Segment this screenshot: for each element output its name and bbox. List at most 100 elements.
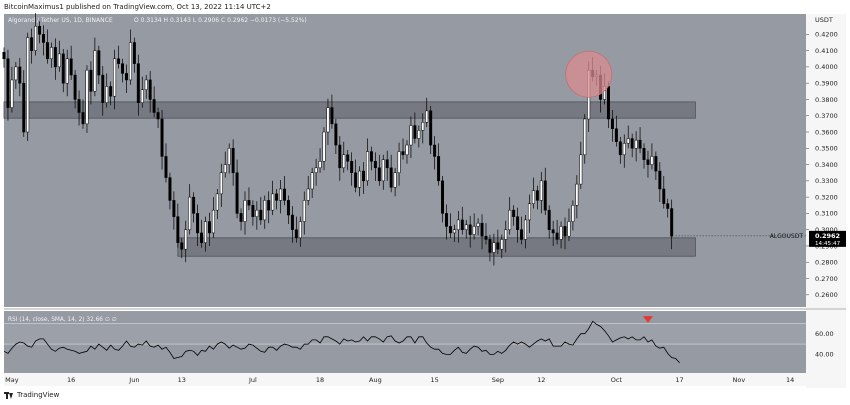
candle (42, 25, 45, 56)
candle-body (152, 99, 156, 113)
candle (136, 54, 140, 116)
candle (350, 152, 354, 186)
candle-body (310, 172, 314, 190)
footer: TradingView (4, 391, 59, 399)
candle (200, 219, 204, 248)
candle-body (227, 148, 231, 165)
candle-body (211, 209, 215, 234)
candle-body (508, 209, 512, 230)
candle (559, 221, 563, 249)
candle-body (298, 221, 302, 239)
candle-body (480, 222, 484, 237)
candle (30, 28, 34, 64)
publish-header: BitcoinMaximus1 published on TradingView… (4, 3, 271, 11)
candle (547, 205, 551, 239)
candle (539, 171, 543, 214)
candle (286, 195, 290, 224)
price-tick-label: 0.3200 (815, 193, 838, 201)
candle-body (271, 193, 275, 211)
candle (231, 139, 235, 186)
candle (215, 188, 219, 220)
time-tick-label: 18 (316, 376, 324, 384)
candle (381, 154, 385, 190)
candle (409, 116, 413, 159)
candle-body (61, 53, 65, 84)
candle-body (22, 82, 26, 133)
candle (448, 213, 452, 238)
candle (658, 162, 662, 203)
candle-body (97, 50, 101, 76)
candle (160, 110, 164, 170)
candle (239, 208, 243, 231)
candle-body (49, 47, 53, 60)
candle (148, 70, 152, 113)
chart-title: Algorand / Tether US, 1D, BINANCE (8, 17, 113, 24)
price-tick-label: 0.3700 (815, 112, 838, 120)
candle (34, 13, 38, 56)
candle-body (373, 161, 377, 169)
candle (512, 205, 516, 226)
candle (610, 110, 614, 142)
candle (496, 229, 500, 255)
candle-body (618, 141, 622, 156)
candle (164, 143, 168, 183)
candle-body (160, 118, 164, 157)
candle (389, 154, 393, 193)
candle (433, 136, 437, 170)
candle-body (575, 183, 579, 206)
candle (456, 210, 460, 243)
candle-body (42, 34, 45, 43)
candle-body (634, 139, 638, 149)
candle-body (492, 242, 496, 253)
candle (369, 146, 373, 171)
candle (290, 206, 294, 243)
candle (401, 138, 405, 160)
candle-body (283, 188, 286, 201)
candle-body (156, 112, 160, 120)
candle-body (484, 235, 488, 240)
candle (18, 57, 22, 97)
candle-body (53, 47, 57, 68)
candle (128, 29, 132, 85)
candle-body (504, 229, 508, 240)
candle-body (346, 154, 350, 162)
time-tick-label: 17 (675, 376, 683, 384)
candle-body (638, 139, 642, 149)
candle (670, 199, 674, 250)
candle-body (358, 170, 362, 188)
candle (488, 234, 492, 262)
candle (445, 204, 448, 240)
candle (77, 90, 81, 126)
candle-body (124, 73, 128, 81)
candle (630, 133, 634, 158)
candle-body (563, 226, 567, 237)
rsi-line (3, 320, 680, 363)
candle (168, 172, 172, 210)
candle-body (472, 226, 476, 235)
candle-body (354, 172, 358, 188)
candle-body (606, 86, 610, 120)
candle (310, 167, 314, 198)
candle-body (626, 138, 630, 144)
candle (405, 140, 409, 164)
candle-body (610, 118, 614, 130)
candle (326, 98, 330, 146)
candle (385, 150, 389, 181)
candle-body (409, 125, 413, 146)
time-tick-label: 15 (430, 376, 438, 384)
candle-body (286, 200, 290, 216)
candle-body (531, 190, 535, 204)
resistance-zone (3, 101, 696, 119)
candle (113, 49, 117, 110)
candle-body (140, 89, 144, 103)
price-tick-label: 0.4000 (815, 63, 838, 71)
candle (26, 32, 30, 141)
candle-body (235, 172, 239, 214)
candle-body (460, 219, 464, 230)
candle-body (239, 213, 243, 222)
candle-body (520, 229, 524, 240)
candle-body (441, 180, 445, 214)
candle-body (559, 226, 563, 240)
candle-body (207, 221, 211, 234)
